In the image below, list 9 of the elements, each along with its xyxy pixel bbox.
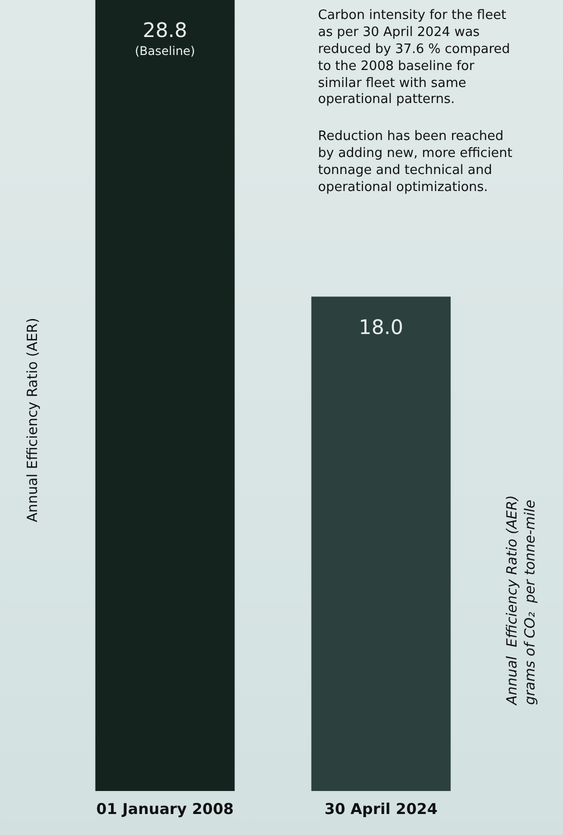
y2-axis-title: Annual Efficiency Ratio (AER) grams of CO₂ per tonne-mile [504,495,539,705]
annotation: (Baseline) [134,44,196,58]
y-axis-title: Annual Efficiency Ratio (AER) [25,318,41,522]
data-label: 18.0 [358,314,404,339]
x-tick-label: 01 January 2008 [96,800,234,818]
x-tick-label: 30 April 2024 [324,800,438,818]
annotation: Carbon intensity for the fleet as per 30 April 2024 was reduced by 37.6 % compared to the 2008 baseline for similar fleet with same operational patterns. [318,8,512,110]
data-label: 28.8 [142,18,188,42]
annotation: Reduction has been reached by adding new, more efficient tonnage and technical and operational optimizations. [318,129,514,197]
